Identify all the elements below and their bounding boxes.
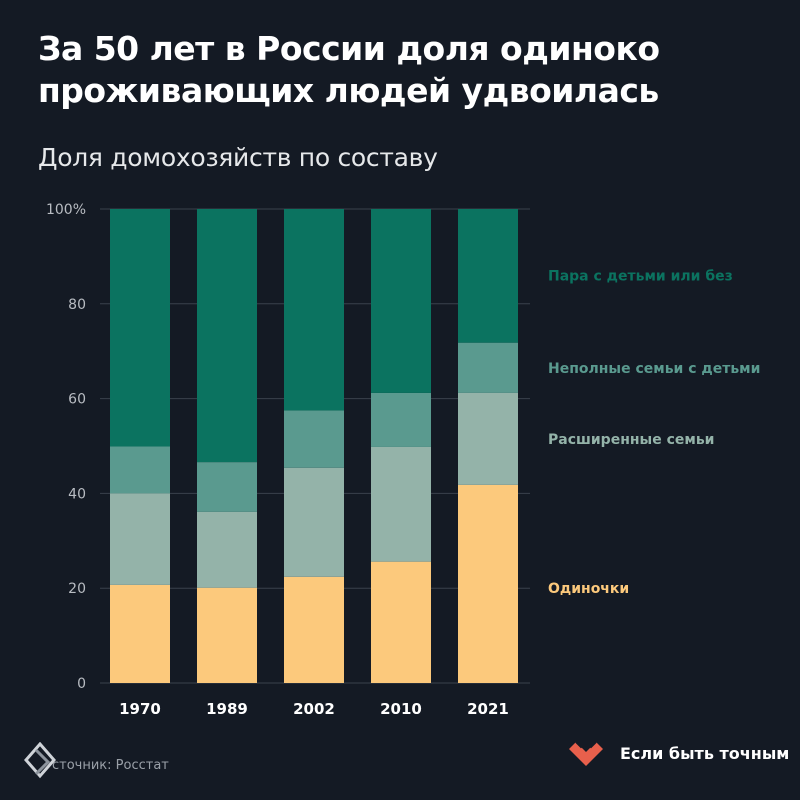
title-line-2: проживающих людей удвоилась — [38, 71, 659, 110]
y-tick-label: 100% — [46, 202, 86, 218]
bar-segment — [371, 446, 431, 562]
bar-segment — [284, 209, 344, 411]
legend-label: Пара с детьми или без — [548, 268, 733, 284]
bar-segment — [371, 561, 431, 683]
source-logo-icon — [22, 741, 58, 786]
bar-segment — [284, 410, 344, 468]
bar-segment — [458, 342, 518, 393]
x-tick-label: 1970 — [119, 700, 161, 718]
bar-segment — [458, 392, 518, 485]
legend-label: Одиночки — [548, 581, 629, 597]
y-tick-label: 40 — [68, 486, 86, 502]
bar-segment — [197, 462, 257, 512]
bar-segment — [371, 209, 431, 393]
y-tick-label: 20 — [68, 581, 86, 597]
bar-segment — [110, 493, 170, 585]
chart-title: За 50 лет в России доля одиноко проживаю… — [38, 28, 778, 112]
chart-subtitle: Доля домохозяйств по составу — [38, 143, 438, 172]
legend-label: Расширенные семьи — [548, 432, 714, 448]
bar-segment — [284, 576, 344, 683]
bar-segment — [197, 209, 257, 463]
bar-segment — [458, 484, 518, 683]
source-note: сточник: Росстат — [52, 758, 169, 773]
bar-segment — [110, 446, 170, 494]
bar-segment — [197, 587, 257, 683]
bar-segment — [284, 467, 344, 577]
brand-logo-icon — [569, 740, 603, 766]
bar-segment — [110, 209, 170, 447]
bar-segment — [371, 392, 431, 447]
brand-name: Если быть точным — [620, 743, 790, 763]
bar-segment — [458, 209, 518, 343]
x-tick-label: 2010 — [380, 700, 422, 718]
x-tick-label: 2002 — [293, 700, 335, 718]
bar-segment — [110, 584, 170, 683]
bar-segment — [197, 511, 257, 588]
stacked-bar-chart: 0 20 40 60 80 100% 1970 1989 2002 2010 2021 Одиночк… — [46, 202, 760, 718]
brand: Если быть точным — [566, 738, 789, 768]
legend-label: Неполные семьи с детьми — [548, 361, 760, 377]
x-tick-label: 1989 — [206, 700, 248, 718]
y-tick-label: 60 — [68, 392, 86, 408]
title-line-1: За 50 лет в России доля одиноко — [38, 29, 660, 68]
x-tick-label: 2021 — [467, 700, 509, 718]
y-tick-label: 0 — [77, 676, 86, 692]
y-tick-label: 80 — [68, 297, 86, 313]
